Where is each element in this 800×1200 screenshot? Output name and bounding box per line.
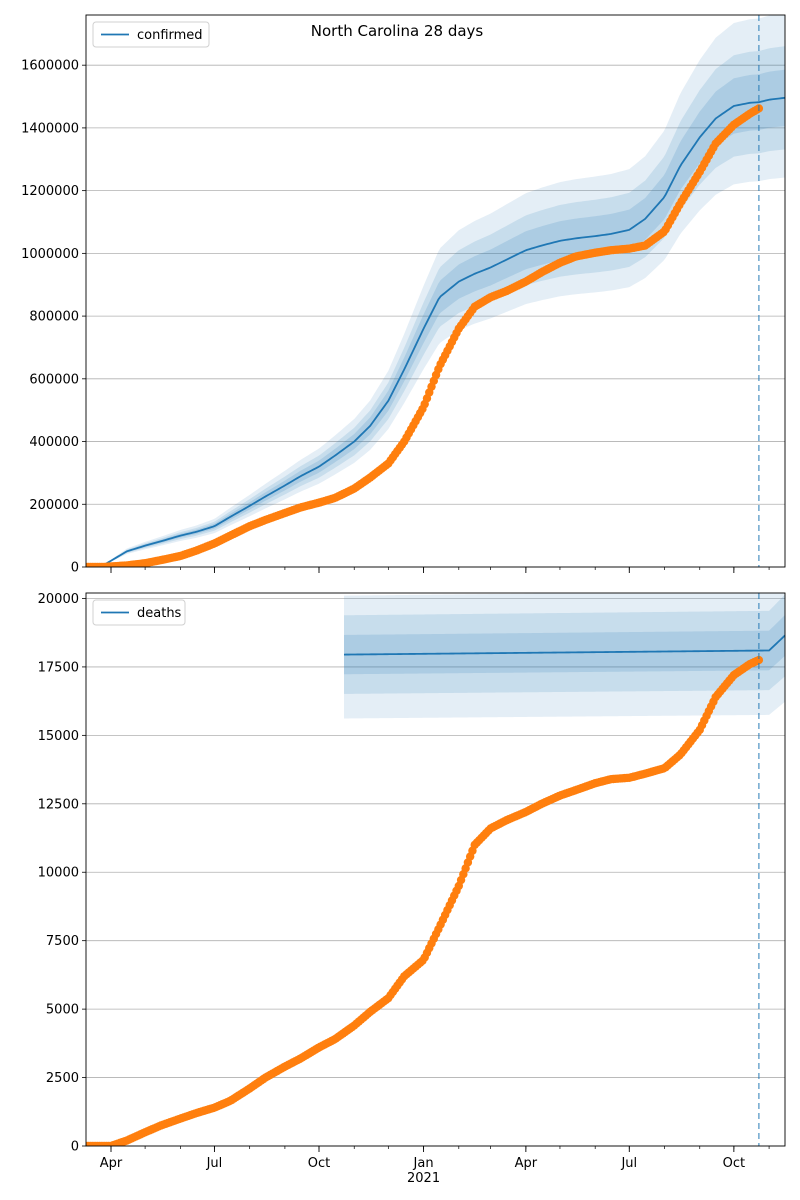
y-tick-label: 400000: [29, 435, 79, 450]
axes-frame: [85, 14, 786, 568]
y-tick-label: 200000: [29, 498, 79, 513]
figure-title: North Carolina 28 days: [311, 22, 484, 40]
y-tick-label: 20000: [38, 592, 79, 607]
y-tick-label: 1200000: [21, 184, 79, 199]
legend-label: confirmed: [137, 28, 203, 43]
deaths-axes: 0 2500 5000 7500 10000 12500 15000 17500 20000 Ap…: [38, 592, 786, 1186]
x-tick-label: Oct: [723, 1156, 745, 1171]
y-tick-label: 600000: [29, 372, 79, 387]
legend: deaths: [92, 599, 186, 626]
x-tick-label: Oct: [308, 1156, 330, 1171]
x-tick-label: Jan: [413, 1156, 434, 1171]
model-line: [86, 96, 785, 567]
model-line: [343, 634, 785, 656]
x-tick-label: Apr: [515, 1156, 538, 1171]
y-tick-label: 0: [71, 1140, 79, 1155]
legend-box: [92, 599, 186, 626]
observed-point: [754, 655, 764, 665]
y-tick-label: 1000000: [21, 247, 79, 262]
y-tick-label: 15000: [38, 729, 79, 744]
legend-label: deaths: [137, 606, 182, 621]
axes-frame: [85, 592, 786, 1147]
x-tick-label: Apr: [100, 1156, 123, 1171]
legend: confirmed: [92, 21, 210, 48]
y-tick-label: 0: [71, 561, 79, 576]
uncertainty-band-inner: [344, 615, 785, 675]
legend-box: [92, 21, 210, 48]
y-tick-label: 10000: [38, 866, 79, 881]
y-tick-label: 1400000: [21, 121, 79, 136]
uncertainty-band-outer: [86, 15, 785, 567]
uncertainty-band-inner: [86, 69, 785, 567]
x-tick-label: Jul: [206, 1156, 223, 1171]
year-label: 2021: [407, 1171, 440, 1186]
x-tick-label: Jul: [620, 1156, 637, 1171]
y-tick-label: 2500: [46, 1071, 79, 1086]
y-tick-label: 12500: [38, 797, 79, 812]
confirmed-axes: 0 200000 400000 600000 800000 1000000 1200000 1…: [21, 14, 786, 576]
y-tick-label: 5000: [46, 1003, 79, 1018]
y-tick-label: 17500: [38, 660, 79, 675]
uncertainty-band-middle: [344, 594, 785, 694]
uncertainty-band-outer: [344, 593, 785, 719]
y-tick-label: 800000: [29, 310, 79, 325]
y-tick-label: 1600000: [21, 59, 79, 74]
y-tick-label: 7500: [46, 934, 79, 949]
